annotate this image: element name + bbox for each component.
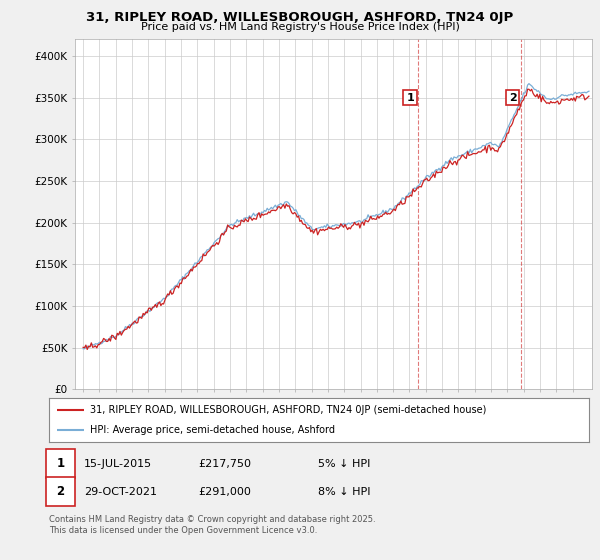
Text: 1: 1 — [406, 92, 414, 102]
Text: HPI: Average price, semi-detached house, Ashford: HPI: Average price, semi-detached house,… — [90, 425, 335, 435]
Text: 2: 2 — [509, 92, 517, 102]
Text: 2: 2 — [56, 485, 65, 498]
Text: 31, RIPLEY ROAD, WILLESBOROUGH, ASHFORD, TN24 0JP (semi-detached house): 31, RIPLEY ROAD, WILLESBOROUGH, ASHFORD,… — [90, 405, 486, 415]
Text: £291,000: £291,000 — [198, 487, 251, 497]
Text: Contains HM Land Registry data © Crown copyright and database right 2025.
This d: Contains HM Land Registry data © Crown c… — [49, 515, 376, 535]
Text: 31, RIPLEY ROAD, WILLESBOROUGH, ASHFORD, TN24 0JP: 31, RIPLEY ROAD, WILLESBOROUGH, ASHFORD,… — [86, 11, 514, 24]
Text: 29-OCT-2021: 29-OCT-2021 — [84, 487, 157, 497]
Text: 15-JUL-2015: 15-JUL-2015 — [84, 459, 152, 469]
Text: 8% ↓ HPI: 8% ↓ HPI — [318, 487, 371, 497]
Text: 5% ↓ HPI: 5% ↓ HPI — [318, 459, 370, 469]
Text: Price paid vs. HM Land Registry's House Price Index (HPI): Price paid vs. HM Land Registry's House … — [140, 22, 460, 32]
Text: 1: 1 — [56, 457, 65, 470]
Text: £217,750: £217,750 — [198, 459, 251, 469]
